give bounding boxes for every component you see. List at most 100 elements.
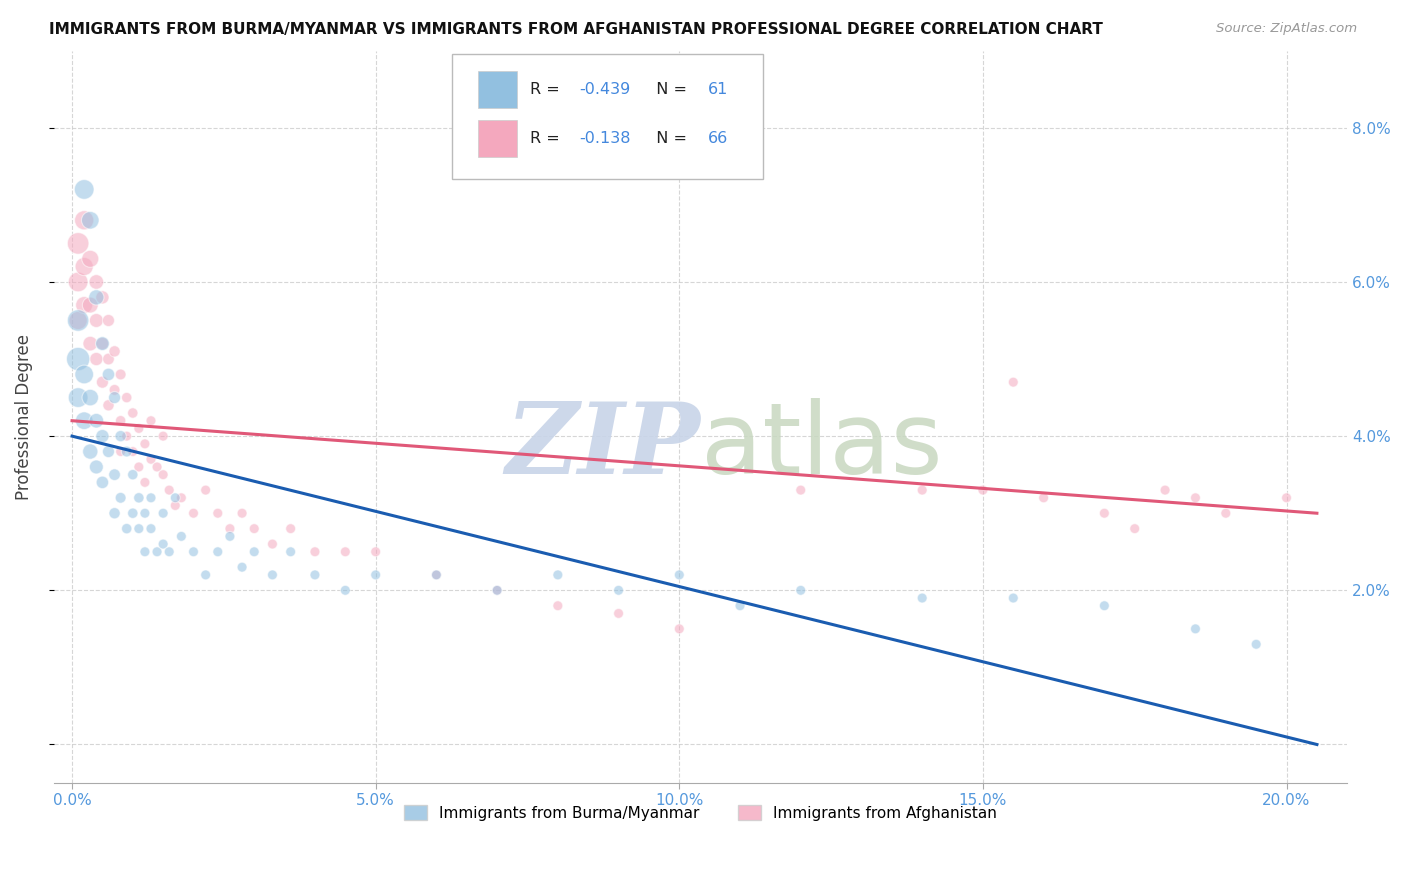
Point	[103, 391, 125, 405]
Point	[547, 599, 569, 613]
Point	[219, 522, 242, 536]
Text: ZIP: ZIP	[506, 398, 700, 494]
Point	[668, 622, 690, 636]
Point	[110, 491, 132, 505]
Point	[128, 460, 150, 475]
Point	[86, 460, 108, 475]
Point	[165, 491, 187, 505]
Point	[67, 236, 90, 251]
Point	[1032, 491, 1054, 505]
Point	[97, 352, 120, 367]
Point	[134, 506, 156, 520]
Point	[1002, 375, 1025, 389]
Point	[547, 568, 569, 582]
Point	[134, 545, 156, 559]
Point	[183, 506, 205, 520]
Point	[128, 522, 150, 536]
Point	[486, 583, 509, 598]
Point	[91, 336, 114, 351]
Text: atlas: atlas	[700, 398, 942, 495]
Point	[67, 313, 90, 327]
Point	[91, 375, 114, 389]
Point	[486, 583, 509, 598]
Point	[165, 499, 187, 513]
Point	[607, 607, 630, 621]
Point	[1123, 522, 1146, 536]
Point	[207, 545, 229, 559]
Point	[97, 313, 120, 327]
Point	[91, 429, 114, 443]
Point	[304, 545, 326, 559]
Text: IMMIGRANTS FROM BURMA/MYANMAR VS IMMIGRANTS FROM AFGHANISTAN PROFESSIONAL DEGREE: IMMIGRANTS FROM BURMA/MYANMAR VS IMMIGRA…	[49, 22, 1104, 37]
Point	[152, 537, 174, 551]
Point	[73, 213, 96, 227]
Text: N =: N =	[647, 82, 692, 97]
Point	[73, 298, 96, 312]
Point	[194, 568, 217, 582]
Point	[139, 491, 162, 505]
Point	[157, 545, 180, 559]
Point	[231, 506, 253, 520]
Bar	[478, 120, 517, 157]
Text: 61: 61	[709, 82, 728, 97]
Point	[73, 182, 96, 196]
Point	[91, 336, 114, 351]
Point	[1184, 622, 1206, 636]
Y-axis label: Professional Degree: Professional Degree	[15, 334, 32, 500]
Point	[86, 313, 108, 327]
Bar	[478, 71, 517, 108]
Point	[243, 522, 266, 536]
Point	[121, 406, 143, 420]
Point	[73, 414, 96, 428]
Point	[103, 383, 125, 397]
Point	[79, 213, 101, 227]
Point	[152, 467, 174, 482]
Point	[128, 491, 150, 505]
Point	[790, 483, 813, 497]
Point	[86, 290, 108, 304]
Point	[911, 591, 934, 605]
Point	[73, 260, 96, 274]
Point	[139, 414, 162, 428]
Point	[79, 444, 101, 458]
Point	[139, 522, 162, 536]
Point	[157, 483, 180, 497]
Point	[335, 583, 357, 598]
Point	[280, 545, 302, 559]
FancyBboxPatch shape	[453, 54, 762, 178]
Text: Source: ZipAtlas.com: Source: ZipAtlas.com	[1216, 22, 1357, 36]
Point	[364, 545, 387, 559]
Text: 66: 66	[709, 131, 728, 146]
Point	[110, 368, 132, 382]
Point	[911, 483, 934, 497]
Point	[115, 429, 138, 443]
Point	[103, 506, 125, 520]
Point	[1184, 491, 1206, 505]
Point	[262, 568, 284, 582]
Point	[134, 437, 156, 451]
Point	[121, 506, 143, 520]
Point	[607, 583, 630, 598]
Text: -0.439: -0.439	[579, 82, 630, 97]
Point	[280, 522, 302, 536]
Text: R =: R =	[530, 82, 565, 97]
Point	[790, 583, 813, 598]
Point	[103, 344, 125, 359]
Point	[262, 537, 284, 551]
Point	[79, 336, 101, 351]
Point	[668, 568, 690, 582]
Point	[97, 398, 120, 412]
Point	[67, 352, 90, 367]
Point	[170, 491, 193, 505]
Point	[183, 545, 205, 559]
Point	[425, 568, 447, 582]
Point	[194, 483, 217, 497]
Point	[115, 391, 138, 405]
Point	[103, 467, 125, 482]
Point	[86, 275, 108, 289]
Point	[91, 475, 114, 490]
Point	[121, 444, 143, 458]
Point	[139, 452, 162, 467]
Point	[231, 560, 253, 574]
Point	[335, 545, 357, 559]
